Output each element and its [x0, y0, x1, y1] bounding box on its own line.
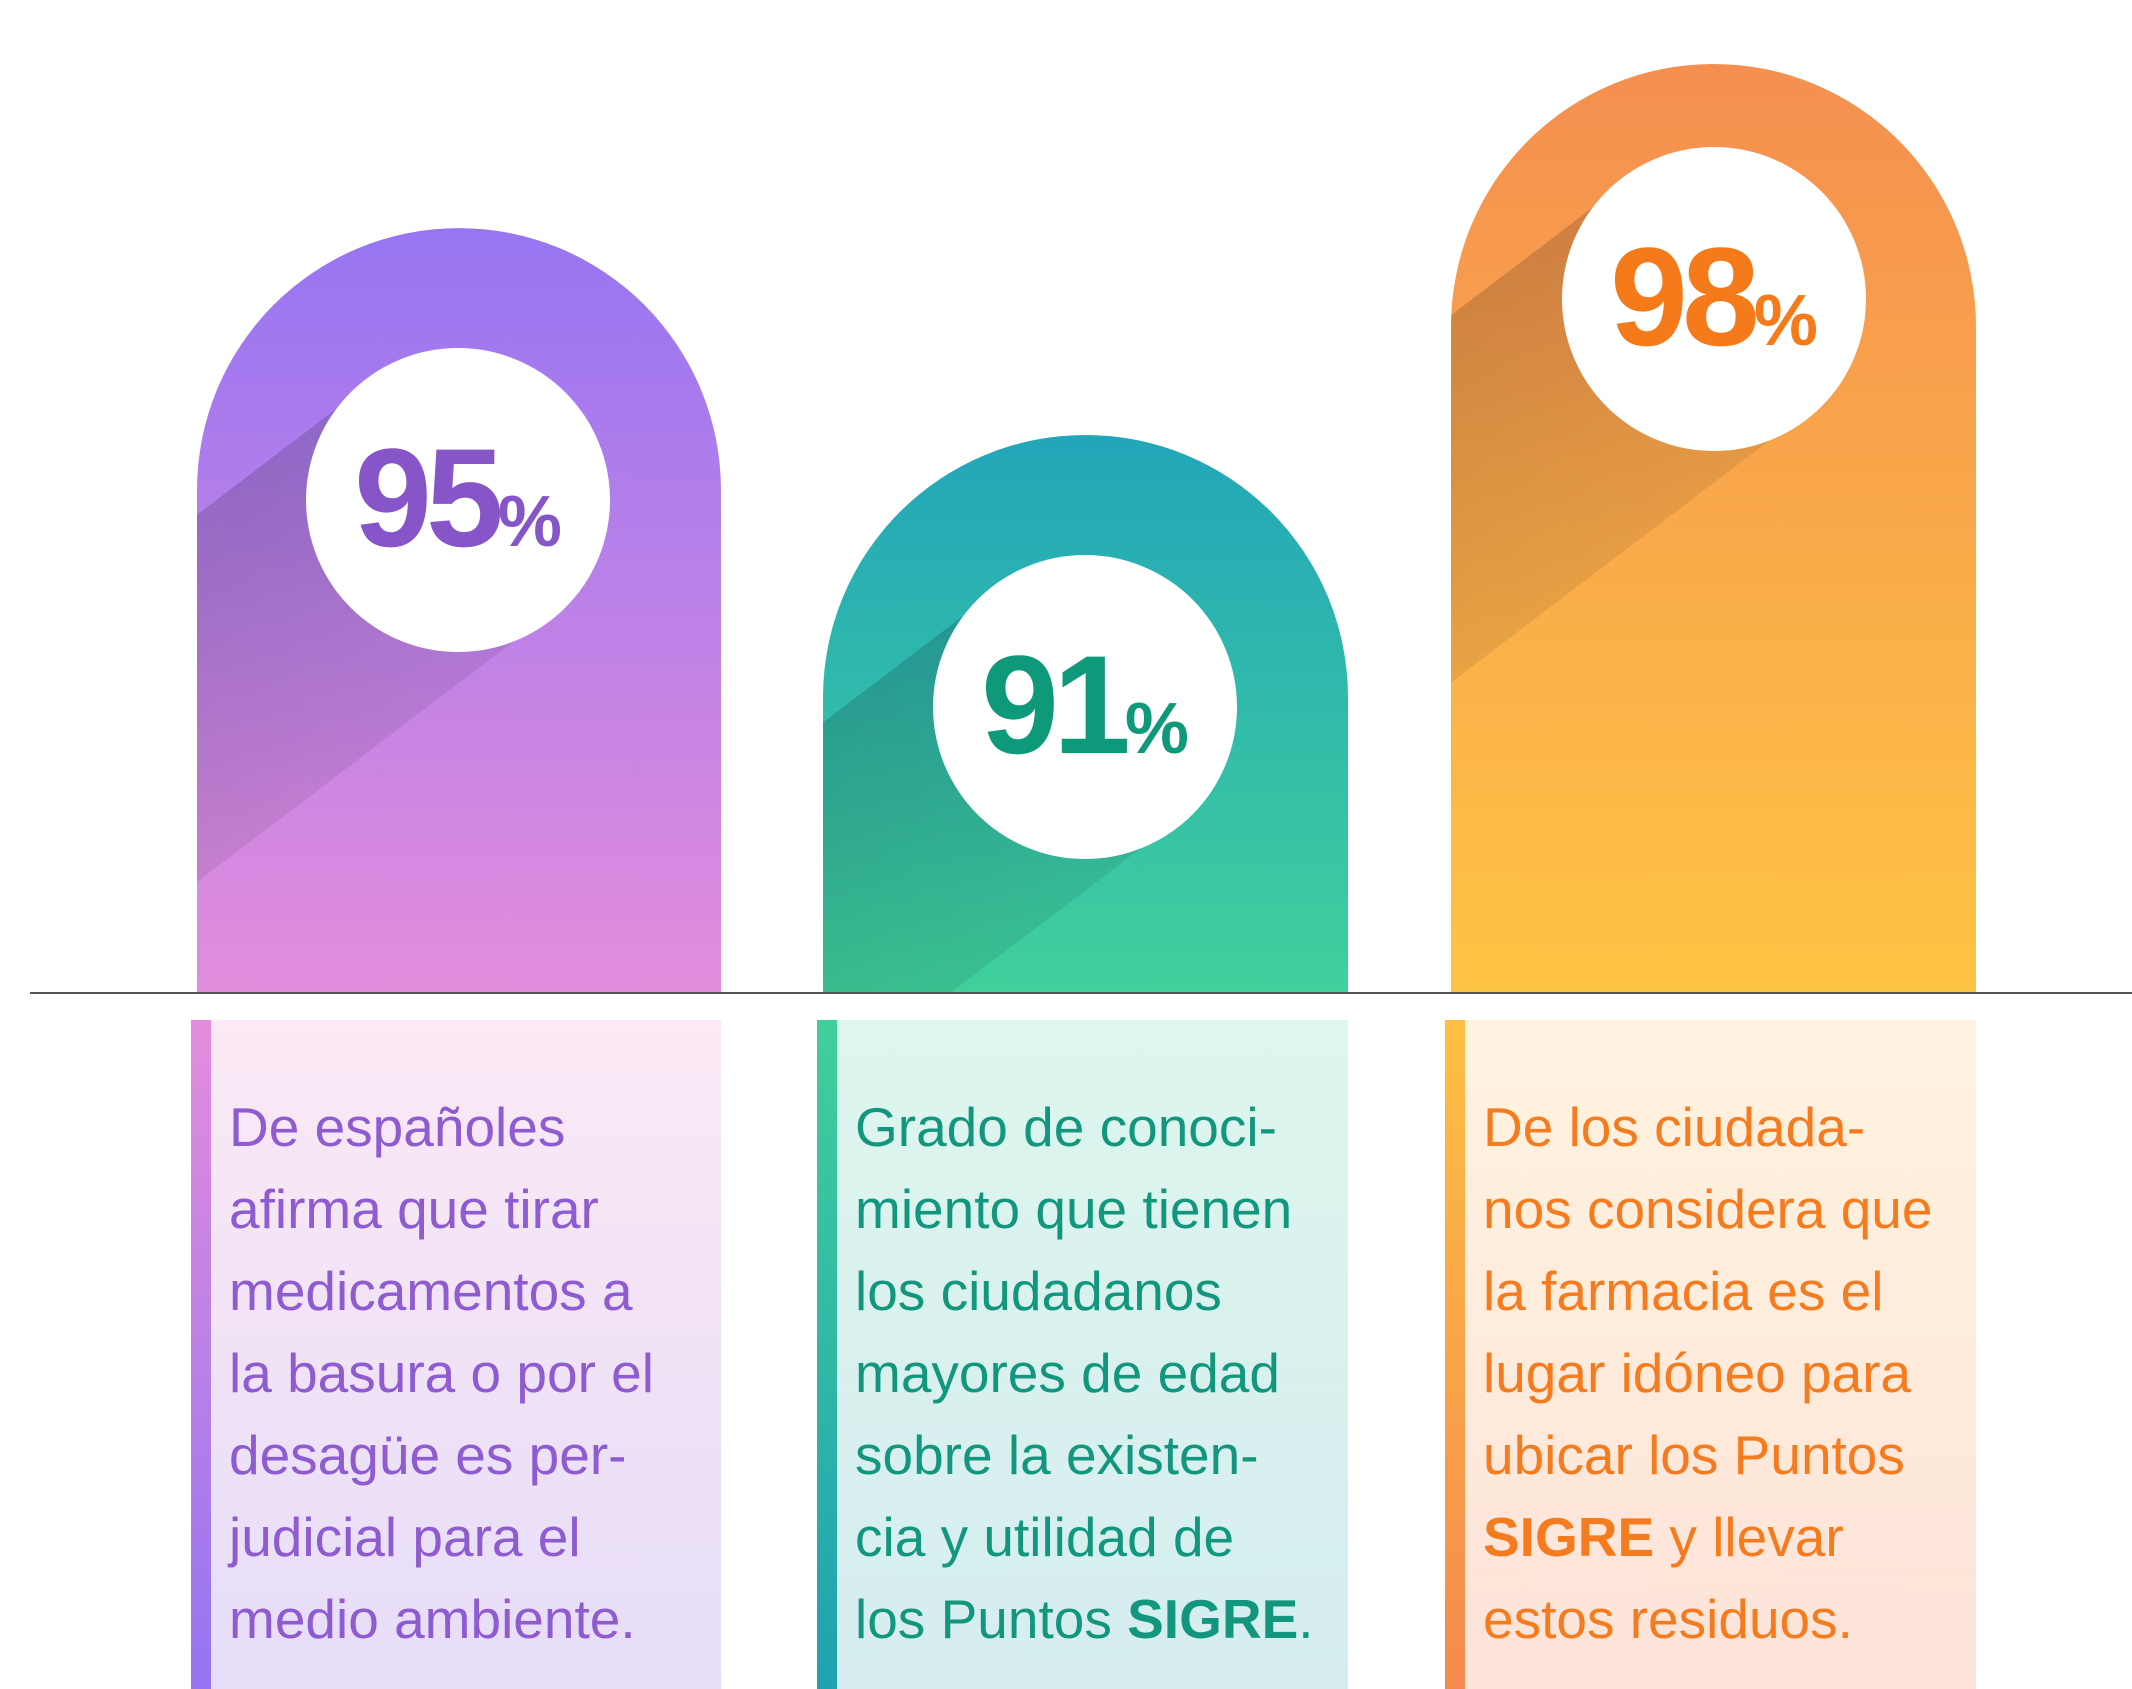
description-line: los Puntos SIGRE. — [855, 1588, 1314, 1650]
description-line: SIGRE y llevar — [1483, 1506, 1844, 1568]
percent-unit: % — [498, 482, 562, 562]
text-box-accent — [191, 1020, 211, 1689]
description-line: desagüe es per- — [229, 1424, 627, 1486]
description-line: cia y utilidad de — [855, 1506, 1234, 1568]
description-line: los ciudadanos — [855, 1260, 1222, 1322]
description-line: Grado de conoci- — [855, 1096, 1277, 1158]
text-box — [817, 1020, 1348, 1689]
description-line: nos considera que — [1483, 1178, 1932, 1240]
description-line: De españoles — [229, 1096, 565, 1158]
description-line: sobre la existen- — [855, 1424, 1259, 1486]
percent-unit: % — [1125, 689, 1189, 769]
percent: 95% — [354, 419, 562, 576]
column: 95% De españoles afirma que tirar medicamen… — [191, 228, 721, 1689]
column: 91% Grado de conoci-miento que tienen los … — [817, 435, 1348, 1689]
text-box — [191, 1020, 721, 1689]
description-line: lugar idóneo para — [1483, 1342, 1912, 1404]
description-line: judicial para el — [227, 1506, 581, 1568]
percent: 98% — [1610, 218, 1818, 375]
column: 98% De los ciudada-nos considera que la fa… — [1445, 63, 1976, 1689]
description-line: estos residuos. — [1483, 1588, 1853, 1650]
description-line: ubicar los Puntos — [1483, 1424, 1905, 1486]
percent-circle — [933, 555, 1237, 859]
percent-value: 98 — [1610, 218, 1756, 375]
percent: 91% — [981, 626, 1189, 783]
text-box-accent — [817, 1020, 837, 1689]
description-line: De los ciudada- — [1483, 1096, 1865, 1158]
description-bold: SIGRE — [1483, 1506, 1654, 1568]
description-line: afirma que tirar — [229, 1178, 599, 1240]
percent-value: 95 — [354, 419, 500, 576]
description-line: la farmacia es el — [1483, 1260, 1883, 1322]
description-bold: SIGRE — [1127, 1588, 1298, 1650]
description-segment: y llevar — [1654, 1506, 1844, 1568]
text-box-accent — [1445, 1020, 1465, 1689]
description-line: la basura o por el — [229, 1342, 654, 1404]
description-segment: los Puntos — [855, 1588, 1127, 1650]
percent-circle — [306, 348, 610, 652]
percent-circle — [1562, 147, 1866, 451]
description-line: mayores de edad — [855, 1342, 1280, 1404]
percent-value: 91 — [981, 626, 1127, 783]
percent-unit: % — [1754, 281, 1818, 361]
description-line: medicamentos a — [229, 1260, 633, 1322]
text-box — [1445, 1020, 1976, 1689]
description-line: medio ambiente. — [229, 1588, 636, 1650]
description-segment: . — [1298, 1588, 1313, 1650]
description-line: miento que tienen — [855, 1178, 1292, 1240]
